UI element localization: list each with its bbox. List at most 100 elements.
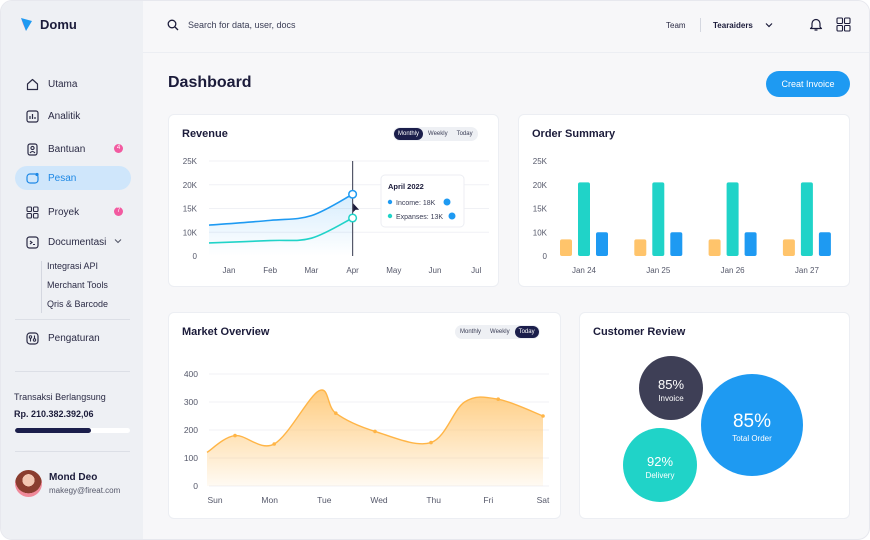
x-tick-label: Wed: [370, 495, 388, 505]
tooltip-box: [380, 174, 465, 228]
tooltip-income: Income: 18K: [396, 200, 436, 207]
bar: [726, 182, 739, 256]
income-line: [208, 193, 353, 226]
bar: [560, 239, 572, 256]
logo[interactable]: Domu: [19, 17, 77, 32]
customer-review-card: Customer Review 85% Invoice 85% Total Order…: [579, 312, 850, 519]
message-icon: [25, 171, 39, 185]
y-tick-label: 100: [184, 453, 198, 463]
bar: [634, 239, 647, 256]
bar: [800, 182, 813, 256]
bell-icon[interactable]: [809, 17, 823, 32]
sidebar-item-pengaturan[interactable]: Pengaturan: [15, 326, 131, 350]
team-label: Team: [666, 21, 686, 30]
y-tick-label: 15K: [533, 205, 548, 214]
bar: [818, 232, 831, 256]
search-bar[interactable]: Search for data, user, docs: [167, 19, 296, 31]
x-tick-label: Thu: [426, 495, 441, 505]
help-icon: [25, 142, 39, 156]
y-tick-label: 400: [184, 369, 198, 379]
filter-weekly[interactable]: Weekly: [490, 329, 510, 335]
market-point: [373, 429, 377, 434]
x-tick-label: Jan 26: [721, 266, 746, 275]
market-overview-card: Market Overview Monthly Weekly Today 0 10…: [168, 312, 561, 519]
bubble-label: Invoice: [658, 394, 684, 403]
project-icon: [25, 205, 39, 219]
submenu-item-merchant-tools[interactable]: Merchant Tools: [47, 280, 108, 290]
topbar: Search for data, user, docs Team Tearaid…: [143, 1, 869, 53]
y-tick-label: 0: [193, 481, 198, 491]
order-summary-title: Order Summary: [532, 128, 616, 140]
team-selector[interactable]: Tearaiders: [713, 21, 753, 30]
filter-monthly[interactable]: Monthly: [394, 128, 424, 140]
doc-icon: [25, 235, 39, 249]
x-tick-label: Jan 27: [795, 266, 820, 275]
sidebar-divider: [15, 371, 130, 372]
x-tick-label: Fri: [483, 495, 493, 505]
market-area: [207, 389, 543, 486]
x-tick-label: Sun: [207, 495, 222, 505]
tooltip-title: April 2022: [388, 182, 424, 191]
x-tick-label: Apr: [346, 266, 359, 275]
customer-review-title: Customer Review: [593, 326, 686, 338]
market-overview-chart: 0 100 200 300 400 Sun Mon Tue Wed Thu Fri Sat: [184, 369, 550, 505]
sidebar-item-bantuan[interactable]: Bantuan 4: [15, 137, 131, 161]
sidebar-item-label: Utama: [48, 78, 78, 90]
revenue-card: Revenue Monthly Weekly Today 0 10K 15K 20K 2…: [168, 114, 499, 287]
filter-weekly[interactable]: Weekly: [428, 131, 448, 137]
sidebar-item-label: Pesan: [48, 172, 77, 184]
analytics-icon: [25, 109, 39, 123]
filter-today[interactable]: Today: [456, 131, 473, 137]
logo-icon: [21, 18, 32, 31]
y-tick-label: 300: [184, 397, 198, 407]
transaction-value: Rp. 210.382.392,06: [14, 409, 94, 419]
search-icon: [167, 19, 179, 31]
sidebar-item-utama[interactable]: Utama: [15, 72, 131, 96]
notification-badge: 4: [114, 144, 123, 153]
filter-today[interactable]: Today: [514, 326, 539, 338]
x-tick-label: Jan 25: [646, 266, 671, 275]
bubble-value: 85%: [733, 411, 771, 432]
x-tick-label: Mar: [305, 266, 319, 275]
revenue-title: Revenue: [182, 128, 228, 140]
home-icon: [25, 77, 39, 91]
y-tick-label: 10K: [533, 228, 548, 237]
notification-badge: 7: [114, 207, 123, 216]
bar: [652, 182, 665, 256]
trend-up-icon: [443, 198, 451, 206]
avatar: [15, 470, 42, 497]
transaction-progress-fill: [15, 428, 91, 433]
x-tick-label: Jun: [429, 266, 442, 275]
grid-menu-icon[interactable]: [836, 17, 851, 32]
chevron-down-icon[interactable]: [764, 20, 774, 30]
submenu-line: [41, 261, 42, 313]
y-tick-label: 200: [184, 425, 198, 435]
sidebar-item-pesan[interactable]: Pesan: [15, 166, 131, 190]
submenu-item-integrasi-api[interactable]: Integrasi API: [47, 261, 99, 271]
income-area: [209, 194, 353, 256]
sidebar-item-proyek[interactable]: Proyek 7: [15, 200, 131, 224]
user-profile[interactable]: Mond Deo makegy@fireat.com: [15, 470, 120, 497]
income-point: [348, 189, 358, 199]
sidebar-item-label: Documentasi: [48, 236, 107, 248]
filter-monthly[interactable]: Monthly: [460, 329, 482, 335]
market-point: [233, 433, 237, 438]
x-tick-label: Tue: [317, 495, 332, 505]
x-tick-label: Jan 24: [572, 266, 597, 275]
market-point: [496, 397, 501, 401]
app-name: Domu: [40, 17, 77, 32]
search-input[interactable]: Search for data, user, docs: [188, 20, 296, 30]
sidebar-item-documentasi[interactable]: Documentasi: [15, 230, 131, 254]
bubble-value: 85%: [658, 377, 684, 392]
submenu-item-qris-barcode[interactable]: Qris & Barcode: [47, 299, 109, 309]
market-point: [272, 442, 276, 446]
create-invoice-button[interactable]: Creat Invoice: [766, 71, 850, 97]
sidebar-item-analitik[interactable]: Analitik: [15, 104, 131, 128]
sidebar-divider: [15, 451, 130, 452]
sidebar-item-label: Proyek: [48, 206, 80, 218]
order-summary-chart: 0 10K 15K 20K 25K Jan 24 Jan 25 Jan 26 Jan 27: [533, 157, 831, 275]
y-tick-label: 25K: [533, 157, 548, 166]
market-line: [206, 389, 544, 453]
y-tick-label: 10K: [183, 228, 198, 237]
market-point: [429, 440, 433, 445]
